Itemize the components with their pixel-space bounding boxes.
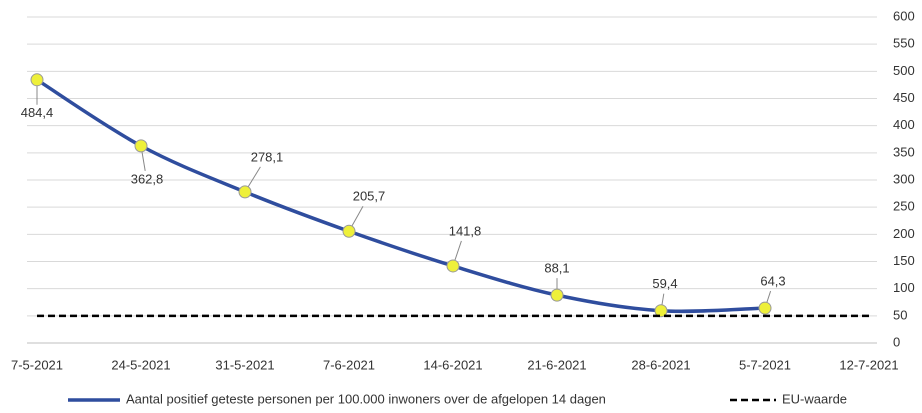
y-tick-label: 600 xyxy=(893,8,915,23)
data-label: 484,4 xyxy=(21,105,54,120)
y-tick-label: 550 xyxy=(893,36,915,51)
data-point xyxy=(654,304,668,318)
data-label: 59,4 xyxy=(652,276,677,291)
y-tick-label: 400 xyxy=(893,117,915,132)
legend-label: Aantal positief geteste personen per 100… xyxy=(126,391,606,406)
x-tick-label: 28-6-2021 xyxy=(631,357,690,372)
data-label: 141,8 xyxy=(449,223,482,238)
data-label: 205,7 xyxy=(353,189,386,204)
y-tick-label: 350 xyxy=(893,144,915,159)
y-tick-label: 50 xyxy=(893,307,907,322)
x-tick-label: 7-5-2021 xyxy=(11,357,63,372)
y-tick-label: 150 xyxy=(893,253,915,268)
x-tick-label: 5-7-2021 xyxy=(739,357,791,372)
data-label: 362,8 xyxy=(131,171,164,186)
x-tick-label: 7-6-2021 xyxy=(323,357,375,372)
x-tick-label: 12-7-2021 xyxy=(839,357,898,372)
y-tick-label: 0 xyxy=(893,334,900,349)
y-tick-label: 450 xyxy=(893,90,915,105)
x-tick-label: 14-6-2021 xyxy=(423,357,482,372)
y-tick-label: 500 xyxy=(893,63,915,78)
data-point xyxy=(342,224,356,238)
data-point xyxy=(134,139,148,153)
data-point xyxy=(550,288,564,302)
data-point xyxy=(758,301,772,315)
data-point xyxy=(446,259,460,273)
data-label: 278,1 xyxy=(251,149,284,164)
y-tick-label: 250 xyxy=(893,199,915,214)
x-tick-label: 24-5-2021 xyxy=(111,357,170,372)
y-tick-label: 100 xyxy=(893,280,915,295)
y-tick-label: 300 xyxy=(893,171,915,186)
legend-label: EU-waarde xyxy=(782,391,847,406)
x-tick-label: 31-5-2021 xyxy=(215,357,274,372)
data-label: 88,1 xyxy=(544,261,569,276)
data-point xyxy=(238,185,252,199)
data-label: 64,3 xyxy=(760,274,785,289)
y-tick-label: 200 xyxy=(893,226,915,241)
data-point xyxy=(30,73,44,87)
x-tick-label: 21-6-2021 xyxy=(527,357,586,372)
